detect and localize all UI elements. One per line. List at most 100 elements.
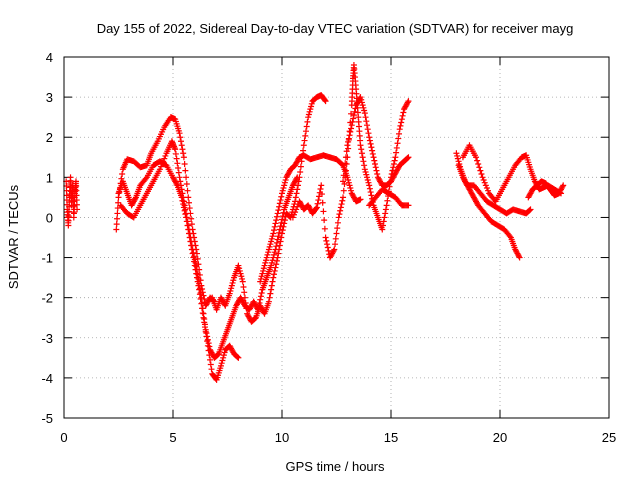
data-point [279, 230, 285, 237]
data-point [382, 206, 389, 213]
data-point [364, 177, 371, 184]
data-point [220, 354, 227, 361]
data-point [405, 98, 412, 105]
series-arc3 [115, 158, 242, 383]
data-point [187, 234, 194, 241]
data-point [268, 282, 275, 289]
data-point [515, 253, 522, 260]
data-point [189, 246, 196, 253]
data-point [297, 168, 304, 175]
series-arc1 [63, 174, 81, 229]
data-point [269, 257, 276, 264]
data-point [341, 166, 348, 173]
data-point [368, 192, 375, 199]
data-point [361, 166, 368, 173]
data-point [278, 193, 285, 200]
data-point [179, 190, 186, 197]
data-point [404, 99, 411, 106]
data-point [236, 265, 243, 272]
data-point [193, 270, 200, 277]
data-point [337, 204, 344, 211]
data-point [313, 204, 320, 211]
data-point [162, 152, 169, 159]
y-tick-label: -3 [41, 331, 53, 346]
data-point [394, 140, 401, 147]
data-point [454, 152, 461, 159]
data-point [332, 241, 339, 248]
data-point [279, 216, 285, 223]
data-point [360, 158, 367, 165]
data-point [380, 222, 387, 229]
series-arc8 [340, 94, 412, 189]
data-point [350, 115, 357, 122]
data-point [275, 250, 282, 257]
data-point [197, 296, 204, 303]
data-point [183, 214, 190, 221]
data-point [202, 326, 209, 333]
data-point [268, 286, 275, 293]
data-point [334, 225, 341, 232]
data-point [277, 223, 284, 230]
data-point [74, 206, 81, 213]
data-point [265, 298, 272, 305]
data-point [258, 273, 265, 280]
data-point [159, 160, 166, 167]
data-point [404, 154, 411, 161]
data-point [324, 244, 331, 251]
data-point [323, 237, 330, 244]
data-point [268, 262, 275, 269]
data-point [179, 146, 186, 153]
x-axis-label: GPS time / hours [286, 459, 385, 474]
data-point [336, 211, 343, 218]
data-point [276, 246, 283, 253]
data-point [278, 234, 285, 241]
data-point [308, 100, 315, 107]
data-point [221, 349, 228, 356]
data-point [266, 294, 273, 301]
data-point [516, 254, 523, 261]
data-point [175, 164, 182, 171]
data-point [393, 144, 400, 151]
data-point [185, 226, 192, 233]
data-point [293, 190, 300, 197]
data-point [473, 154, 480, 161]
data-point [208, 366, 215, 373]
data-point [370, 154, 377, 161]
data-point [345, 138, 352, 145]
data-point [271, 271, 278, 278]
data-point [343, 148, 350, 155]
data-point [185, 199, 192, 206]
data-point [203, 330, 210, 337]
data-point [267, 290, 274, 297]
data-point [364, 122, 371, 129]
data-point [273, 239, 280, 246]
data-point [318, 191, 325, 198]
data-point [384, 197, 391, 204]
data-point [366, 182, 373, 189]
data-point [186, 230, 193, 237]
data-point [345, 179, 352, 186]
data-point [393, 149, 400, 156]
data-point [365, 179, 372, 186]
plot-frame [63, 56, 610, 419]
data-point [180, 150, 187, 157]
data-point [368, 144, 375, 151]
data-point [454, 155, 461, 162]
data-point [483, 185, 490, 192]
data-point [217, 362, 224, 369]
data-point [181, 202, 188, 209]
data-point [176, 130, 183, 137]
data-point [182, 167, 189, 174]
data-point [301, 137, 308, 144]
data-point [191, 253, 198, 260]
data-point [271, 251, 278, 258]
data-point [366, 185, 373, 192]
data-point [204, 336, 211, 343]
data-point [381, 214, 388, 221]
data-point [526, 207, 533, 214]
data-point [279, 187, 286, 194]
data-point [265, 246, 272, 253]
y-tick-label: 3 [46, 90, 53, 105]
series-arc5 [209, 92, 329, 325]
data-point [295, 178, 302, 185]
